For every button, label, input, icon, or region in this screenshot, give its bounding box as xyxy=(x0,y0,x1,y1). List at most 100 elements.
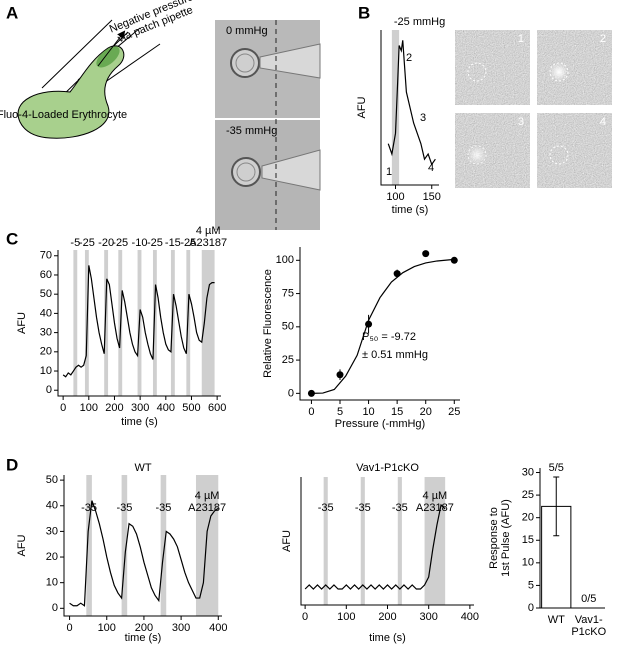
x-tick-label: 100 xyxy=(337,611,355,623)
x-tick-label: 600 xyxy=(208,402,226,414)
band-label: -25 xyxy=(79,237,95,249)
band-label: 4 µM A23187 xyxy=(188,490,226,514)
image-label: 0 mmHg xyxy=(226,25,268,37)
y-tick-label: 50 xyxy=(46,474,58,486)
x-tick-label: 200 xyxy=(135,622,153,634)
x-axis-label: time (s) xyxy=(125,632,162,644)
point xyxy=(307,389,315,397)
x-tick-label: 100 xyxy=(80,402,98,414)
y-tick-label: 60 xyxy=(40,269,52,281)
axis xyxy=(300,477,474,606)
axis xyxy=(63,475,222,617)
y-tick-label: 0 xyxy=(52,602,58,614)
point xyxy=(450,256,458,264)
x-tick-label: 400 xyxy=(461,611,479,623)
x-tick-label: WT xyxy=(548,614,565,626)
band-label: -20 xyxy=(98,237,114,249)
image-number: 1 xyxy=(518,33,524,45)
y-tick-label: 10 xyxy=(40,365,52,377)
stimulus-band xyxy=(360,477,365,605)
y-tick-label: 20 xyxy=(46,551,58,563)
x-tick-label: 200 xyxy=(105,402,123,414)
x-axis-label: time (s) xyxy=(369,632,406,644)
x-tick-label-line: Vav1- xyxy=(575,614,603,626)
trace xyxy=(62,265,215,378)
fit-curve xyxy=(311,258,455,394)
x-tick-label-line: P1cKO xyxy=(571,626,606,638)
band-label: -35 xyxy=(392,502,408,514)
annotation: 4 xyxy=(428,162,434,174)
y-tick-label: 25 xyxy=(522,489,534,501)
stimulus-band xyxy=(104,250,109,396)
band-label: -25 xyxy=(180,237,196,249)
x-tick-label: 150 xyxy=(423,191,441,203)
y-tick-label: 10 xyxy=(46,577,58,589)
image-label: -35 mmHg xyxy=(226,125,277,137)
band-label: 4 µM A23187 xyxy=(189,225,227,249)
annotation: P₅₀ = -9.72 xyxy=(362,331,416,343)
panel-letter: C xyxy=(6,229,18,248)
stimulus-band xyxy=(195,475,219,616)
image-number: 3 xyxy=(518,116,524,128)
x-tick-label: 0 xyxy=(67,622,73,634)
y-tick-label: 0 xyxy=(528,602,534,614)
stimulus-band xyxy=(160,475,167,616)
band-label-line: A23187 xyxy=(416,502,454,514)
stimulus-band xyxy=(201,250,215,396)
y-tick-label: 15 xyxy=(522,534,534,546)
x-tick-label: 10 xyxy=(362,406,374,418)
point xyxy=(336,371,344,379)
stimulus-band xyxy=(397,477,402,605)
x-tick-label: 0 xyxy=(308,406,314,418)
x-axis-label: Pressure (-mmHg) xyxy=(335,418,425,430)
x-tick-label: 300 xyxy=(172,622,190,634)
y-axis-label: AFU xyxy=(356,96,368,118)
cell-label: Fluo-4-Loaded Erythrocyte xyxy=(0,109,127,121)
bar-annotation: 0/5 xyxy=(581,593,596,605)
x-tick-label: 0 xyxy=(60,402,66,414)
y-tick-label: 0 xyxy=(46,384,52,396)
y-axis-label-line: Response to xyxy=(488,507,500,569)
band-label: -35 xyxy=(318,502,334,514)
y-tick-label: 20 xyxy=(40,346,52,358)
cell-diagram xyxy=(17,19,161,139)
panel-letter: D xyxy=(6,455,18,474)
fluorescence-images xyxy=(455,30,612,188)
y-tick-label: 5 xyxy=(528,579,534,591)
x-tick-label: 300 xyxy=(420,611,438,623)
band-label: -35 xyxy=(116,502,132,514)
x-tick-label: 200 xyxy=(378,611,396,623)
x-tick-label: 300 xyxy=(131,402,149,414)
stimulus-band xyxy=(86,475,92,616)
x-axis-label: time (s) xyxy=(392,204,429,216)
stimulus-band xyxy=(152,250,157,396)
y-tick-label: 30 xyxy=(46,525,58,537)
y-tick-label: 75 xyxy=(282,287,294,299)
band-label: -25 mmHg xyxy=(394,16,445,28)
x-tick-label: 0 xyxy=(302,611,308,623)
y-tick-label: 40 xyxy=(46,500,58,512)
x-tick-label: 20 xyxy=(420,406,432,418)
point xyxy=(393,270,401,278)
band-label: 4 µM A23187 xyxy=(416,490,454,514)
error-bar xyxy=(553,476,560,537)
x-tick-label: Vav1-P1cKO xyxy=(571,614,606,638)
panel-letter: A xyxy=(6,3,18,22)
band-label-line: A23187 xyxy=(188,502,226,514)
x-tick-label: 400 xyxy=(209,622,227,634)
y-axis-label: AFU xyxy=(16,534,28,556)
micrographs xyxy=(215,20,321,230)
band-label: -15 xyxy=(165,237,181,249)
annotation: 3 xyxy=(420,112,426,124)
image-number: 4 xyxy=(600,116,606,128)
y-tick-label: 30 xyxy=(40,327,52,339)
y-tick-label: 0 xyxy=(288,387,294,399)
trace xyxy=(387,40,436,166)
y-tick-label: 50 xyxy=(40,288,52,300)
annotation: 1 xyxy=(386,166,392,178)
y-tick-label: 25 xyxy=(282,354,294,366)
annotation: ± 0.51 mmHg xyxy=(362,349,428,361)
y-axis-label: Relative Fluorescence xyxy=(262,269,274,378)
band-label-line: 4 µM xyxy=(195,490,220,502)
stimulus-band xyxy=(323,477,328,605)
